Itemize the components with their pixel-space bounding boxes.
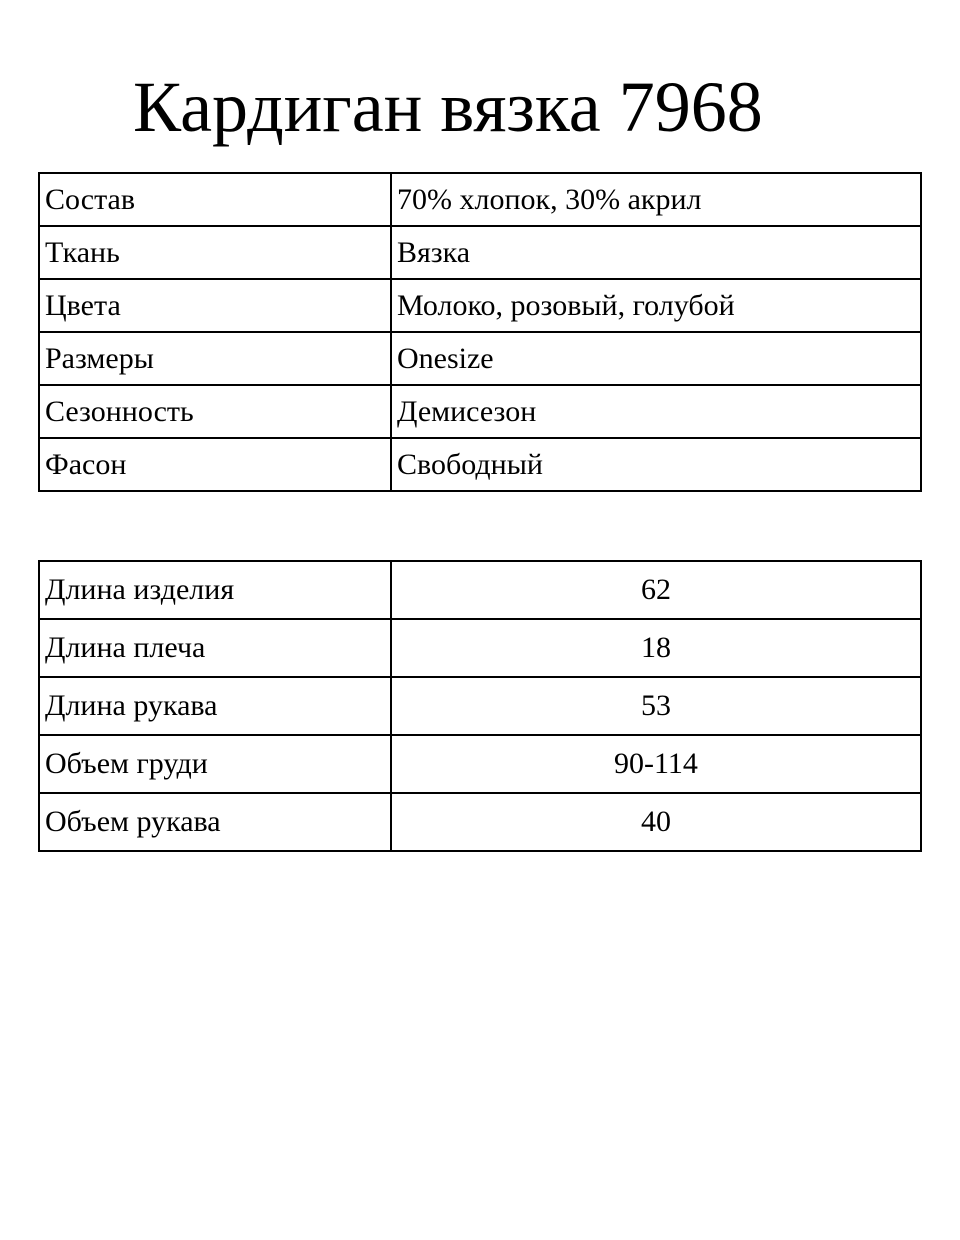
page-title: Кардиган вязка 7968: [133, 67, 763, 147]
table-row: Объем рукава 40: [38, 792, 922, 852]
row-value: 90-114: [390, 734, 922, 794]
table-row: Сезонность Демисезон: [38, 384, 922, 439]
table-row: Состав 70% хлопок, 30% акрил: [38, 172, 922, 227]
table-row: Длина плеча 18: [38, 618, 922, 678]
row-label: Длина изделия: [38, 560, 392, 620]
row-value: Свободный: [390, 437, 922, 492]
table-row: Цвета Молоко, розовый, голубой: [38, 278, 922, 333]
row-label: Длина рукава: [38, 676, 392, 736]
row-value: 70% хлопок, 30% акрил: [390, 172, 922, 227]
table-row: Длина рукава 53: [38, 676, 922, 736]
table-row: Ткань Вязка: [38, 225, 922, 280]
row-value: Демисезон: [390, 384, 922, 439]
row-label: Длина плеча: [38, 618, 392, 678]
row-value: 62: [390, 560, 922, 620]
table-row: Длина изделия 62: [38, 560, 922, 620]
row-value: Молоко, розовый, голубой: [390, 278, 922, 333]
row-label: Объем груди: [38, 734, 392, 794]
row-value: Вязка: [390, 225, 922, 280]
measurements-table: Длина изделия 62 Длина плеча 18 Длина рукава…: [38, 560, 922, 852]
table-row: Объем груди 90-114: [38, 734, 922, 794]
row-label: Цвета: [38, 278, 392, 333]
row-label: Ткань: [38, 225, 392, 280]
row-label: Состав: [38, 172, 392, 227]
properties-table: Состав 70% хлопок, 30% акрил Ткань Вязка Цве…: [38, 172, 922, 492]
row-label: Сезонность: [38, 384, 392, 439]
row-value: 18: [390, 618, 922, 678]
row-label: Фасон: [38, 437, 392, 492]
table-row: Фасон Свободный: [38, 437, 922, 492]
row-value: 40: [390, 792, 922, 852]
row-value: Onesize: [390, 331, 922, 386]
row-value: 53: [390, 676, 922, 736]
row-label: Размеры: [38, 331, 392, 386]
row-label: Объем рукава: [38, 792, 392, 852]
table-row: Размеры Onesize: [38, 331, 922, 386]
